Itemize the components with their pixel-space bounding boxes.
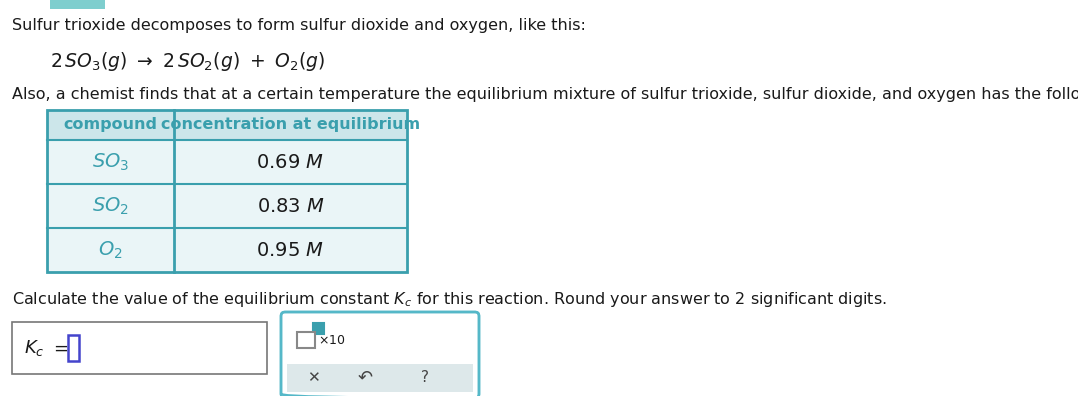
Text: ?: ? bbox=[421, 371, 429, 385]
Text: ↶: ↶ bbox=[358, 369, 373, 387]
Text: $\mathit{SO}_2$: $\mathit{SO}_2$ bbox=[92, 195, 129, 217]
Text: $0.83\ \mathit{M}$: $0.83\ \mathit{M}$ bbox=[257, 196, 324, 215]
Text: $\mathit{O}_2$: $\mathit{O}_2$ bbox=[98, 239, 123, 261]
Bar bbox=[298, 332, 315, 348]
Bar bbox=[47, 110, 407, 140]
Text: Also, a chemist finds that at a certain temperature the equilibrium mixture of s: Also, a chemist finds that at a certain … bbox=[12, 87, 1078, 102]
Bar bbox=[68, 335, 79, 361]
FancyBboxPatch shape bbox=[281, 312, 479, 396]
Text: $\mathit{SO}_3$: $\mathit{SO}_3$ bbox=[92, 151, 129, 173]
Bar bbox=[12, 322, 267, 374]
Text: ✕: ✕ bbox=[306, 371, 319, 385]
Text: $\times$10: $\times$10 bbox=[318, 333, 346, 346]
Bar bbox=[287, 364, 473, 392]
Text: $=$: $=$ bbox=[50, 339, 69, 357]
Text: $K_c$: $K_c$ bbox=[24, 338, 44, 358]
Text: $0.69\ \mathit{M}$: $0.69\ \mathit{M}$ bbox=[257, 152, 324, 171]
Bar bbox=[47, 110, 407, 272]
Bar bbox=[50, 0, 105, 9]
Text: Sulfur trioxide decomposes to form sulfur dioxide and oxygen, like this:: Sulfur trioxide decomposes to form sulfu… bbox=[12, 18, 585, 33]
Text: $0.95\ \mathit{M}$: $0.95\ \mathit{M}$ bbox=[257, 240, 324, 259]
Text: compound: compound bbox=[64, 118, 157, 133]
Bar bbox=[47, 140, 407, 184]
Text: Calculate the value of the equilibrium constant $K_c$ for this reaction. Round y: Calculate the value of the equilibrium c… bbox=[12, 290, 887, 309]
Bar bbox=[313, 323, 324, 334]
Text: $2\,\mathit{SO}_3\mathit{(g)}\ \rightarrow\ 2\,\mathit{SO}_2\mathit{(g)}\ +\ \ma: $2\,\mathit{SO}_3\mathit{(g)}\ \rightarr… bbox=[50, 50, 326, 73]
Bar bbox=[47, 228, 407, 272]
Bar bbox=[47, 184, 407, 228]
Text: concentration at equilibrium: concentration at equilibrium bbox=[161, 118, 420, 133]
